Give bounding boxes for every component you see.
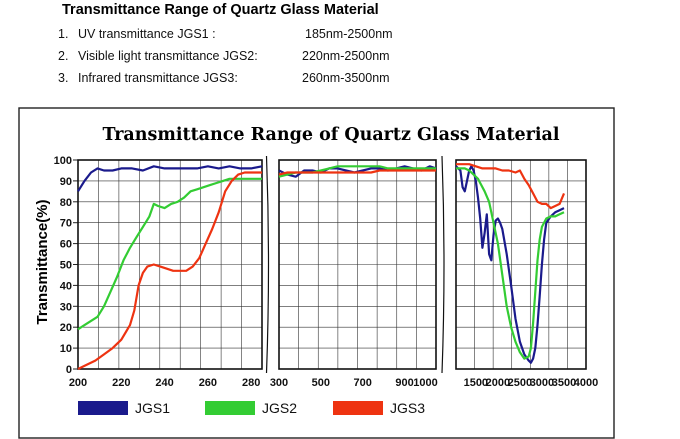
plot-panel xyxy=(278,159,437,370)
spec-item-jgs2: 2. Visible light transmittance JGS2: 220… xyxy=(58,47,458,69)
legend-label-jgs1: JGS1 xyxy=(135,400,170,416)
series-line-jgs3 xyxy=(456,163,566,210)
axis-break-mark xyxy=(441,155,445,374)
y-tick-label: 70 xyxy=(60,218,72,230)
x-ticks: 200 220 240 260 280 300 500 700 900 1000 150020002… xyxy=(69,377,598,389)
legend-swatch-jgs1 xyxy=(78,401,128,415)
y-tick-label: 50 xyxy=(60,260,72,272)
panel-border xyxy=(278,159,437,370)
axis-break-mark xyxy=(265,155,270,374)
x-tick-label: 300 xyxy=(270,377,288,389)
x-tick-label: 700 xyxy=(354,377,372,389)
x-tick-label: 4000 xyxy=(574,377,598,389)
spec-item-jgs3: 3. Infrared transmittance JGS3: 260nm-35… xyxy=(58,69,458,91)
x-tick-label: 3000 xyxy=(530,377,554,389)
legend-swatch-jgs3 xyxy=(333,401,383,415)
y-ticks: 0 10 20 30 40 50 60 70 80 90 100 xyxy=(54,155,78,376)
x-tick-label: 2500 xyxy=(508,377,532,389)
x-tick-label: 200 xyxy=(69,377,87,389)
x-tick-label: 900 xyxy=(395,377,413,389)
spec-range: 220nm-2500nm xyxy=(302,49,390,63)
y-tick-label: 40 xyxy=(60,280,72,292)
y-tick-label: 10 xyxy=(60,343,72,355)
x-tick-label: 1500 xyxy=(464,377,488,389)
x-tick-label: 220 xyxy=(112,377,130,389)
x-tick-label: 280 xyxy=(242,377,260,389)
x-tick-label: 3500 xyxy=(552,377,576,389)
spec-number: 2. xyxy=(58,49,69,63)
plot-panel xyxy=(77,159,263,370)
y-tick-label: 20 xyxy=(60,322,72,334)
spec-label: Visible light transmittance JGS2: xyxy=(78,49,258,63)
x-tick-label: 260 xyxy=(199,377,217,389)
y-tick-label: 60 xyxy=(60,239,72,251)
legend-label-jgs3: JGS3 xyxy=(390,400,425,416)
series-line-jgs1 xyxy=(455,165,565,364)
y-axis-label: Transmittance(%) xyxy=(34,199,51,324)
legend-label-jgs2: JGS2 xyxy=(262,400,297,416)
y-tick-label: 0 xyxy=(66,364,72,376)
spec-list: 1. UV transmittance JGS1 : 185nm-2500nm … xyxy=(58,25,458,91)
x-tick-label: 500 xyxy=(312,377,330,389)
y-tick-label: 100 xyxy=(54,155,72,167)
panel-border xyxy=(77,159,263,370)
series-line-jgs3 xyxy=(77,171,262,370)
spec-range: 260nm-3500nm xyxy=(302,71,390,85)
x-tick-label: 1000 xyxy=(413,377,437,389)
y-tick-label: 90 xyxy=(60,176,72,188)
plot-panels xyxy=(77,155,587,374)
spec-label: Infrared transmittance JGS3: xyxy=(78,71,238,85)
legend-swatch-jgs2 xyxy=(205,401,255,415)
series-line-jgs2 xyxy=(456,167,565,360)
chart-title: Transmittance Range of Quartz Glass Mate… xyxy=(102,125,559,145)
x-tick-label: 2000 xyxy=(486,377,510,389)
spec-item-jgs1: 1. UV transmittance JGS1 : 185nm-2500nm xyxy=(58,25,458,47)
legend: JGS1 JGS2 JGS3 xyxy=(78,400,425,416)
page-heading: Transmittance Range of Quartz Glass Mate… xyxy=(62,2,379,18)
series-line-jgs2 xyxy=(77,177,262,331)
spec-range: 185nm-2500nm xyxy=(305,27,393,41)
series-line-jgs1 xyxy=(77,165,263,192)
x-tick-label: 240 xyxy=(155,377,173,389)
y-tick-label: 80 xyxy=(60,197,72,209)
panel-border xyxy=(455,159,587,370)
y-tick-label: 30 xyxy=(60,301,72,313)
spec-label: UV transmittance JGS1 : xyxy=(78,27,216,41)
series-line-jgs3 xyxy=(278,169,436,176)
spec-number: 3. xyxy=(58,71,69,85)
spec-number: 1. xyxy=(58,27,69,41)
plot-panel xyxy=(455,159,587,370)
